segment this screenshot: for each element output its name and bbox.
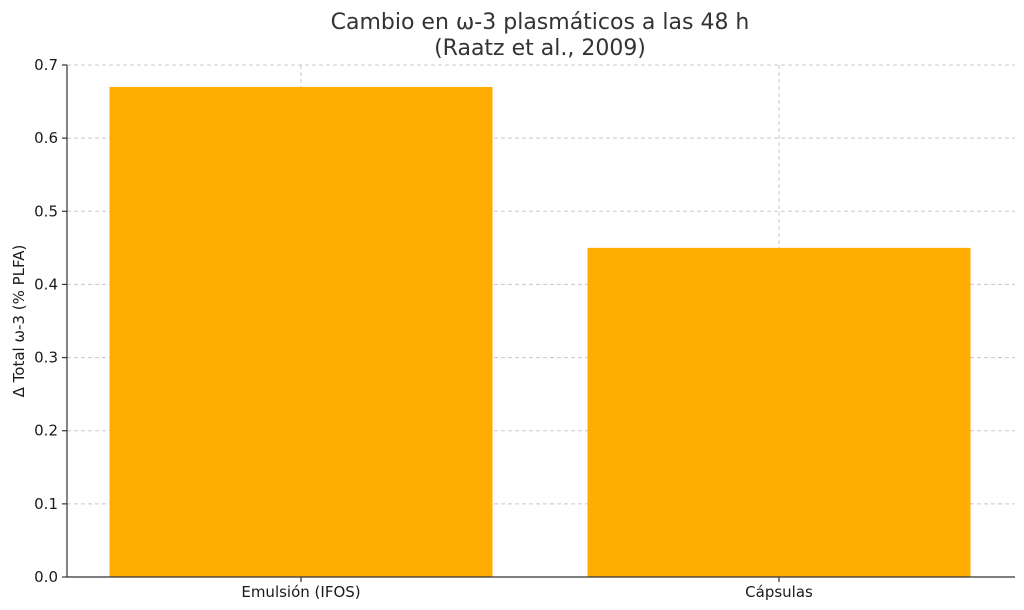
x-axis-ticks: Emulsión (IFOS) Cápsulas xyxy=(241,577,813,601)
y-tick-label: 0.2 xyxy=(34,422,58,440)
y-tick-label: 0.6 xyxy=(34,129,58,147)
y-tick-label: 0.1 xyxy=(34,495,58,513)
y-tick-label: 0.0 xyxy=(34,568,58,586)
axes xyxy=(66,65,1015,578)
chart-title: Cambio en ω-3 plasmáticos a las 48 h xyxy=(331,10,750,35)
bar xyxy=(587,247,971,577)
y-tick-label: 0.4 xyxy=(34,275,58,293)
bars xyxy=(109,86,971,577)
y-tick-label: 0.5 xyxy=(34,202,58,220)
bar xyxy=(109,86,493,577)
y-axis-label: Δ Total ω-3 (% PLFA) xyxy=(10,245,28,398)
y-axis-ticks: 0.0 0.1 0.2 0.3 0.4 0.5 0.6 0.7 xyxy=(34,56,67,586)
y-tick-label: 0.3 xyxy=(34,349,58,367)
chart-subtitle: (Raatz et al., 2009) xyxy=(434,36,646,61)
y-tick-label: 0.7 xyxy=(34,56,58,74)
x-tick-label: Cápsulas xyxy=(745,583,813,601)
x-tick-label: Emulsión (IFOS) xyxy=(241,583,360,601)
